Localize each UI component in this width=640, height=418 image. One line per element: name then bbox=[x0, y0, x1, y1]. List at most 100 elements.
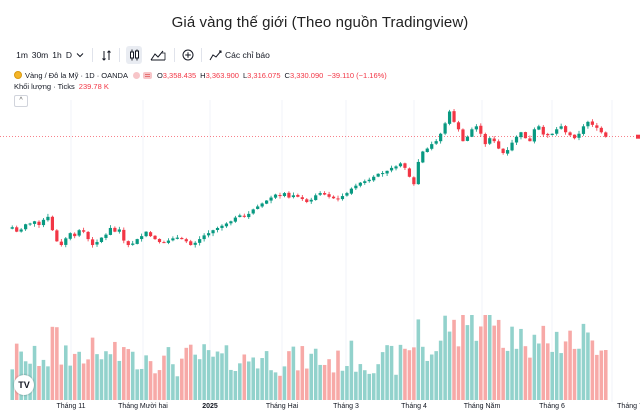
interval-1h-button[interactable]: 1h bbox=[52, 50, 62, 60]
candle-body bbox=[412, 177, 416, 185]
volume-bar bbox=[224, 345, 229, 400]
settings-icon[interactable] bbox=[142, 71, 152, 79]
candle-body bbox=[50, 216, 55, 231]
volume-bar bbox=[90, 337, 95, 400]
volume-bar bbox=[14, 343, 19, 400]
volume-bar bbox=[438, 340, 443, 400]
candle-body bbox=[572, 134, 577, 139]
volume-bar bbox=[242, 354, 247, 400]
volume-bar bbox=[37, 365, 41, 400]
interval-d-button[interactable]: D bbox=[65, 50, 73, 60]
volume-bar bbox=[278, 375, 282, 400]
volume-bar bbox=[331, 372, 336, 400]
candle-body bbox=[171, 238, 175, 241]
candle-body bbox=[354, 185, 358, 189]
candle-body bbox=[590, 121, 594, 125]
chevron-down-icon[interactable] bbox=[74, 46, 86, 64]
candle-body bbox=[264, 200, 269, 204]
close-value: 3,330.090 bbox=[289, 70, 324, 80]
candle-body bbox=[273, 194, 278, 198]
collapse-legend-button[interactable]: ^ bbox=[14, 95, 28, 107]
add-icon[interactable] bbox=[181, 46, 195, 64]
volume-bar bbox=[416, 319, 421, 400]
low-value: 3,316.075 bbox=[247, 70, 281, 80]
candle-body bbox=[206, 233, 211, 236]
chart-type-icon[interactable] bbox=[148, 46, 168, 64]
volume-bar bbox=[296, 370, 300, 400]
volume-bar bbox=[117, 360, 122, 400]
volume-bar bbox=[559, 353, 563, 400]
candle-body bbox=[363, 181, 367, 184]
candle-body bbox=[287, 192, 291, 198]
candle-body bbox=[577, 133, 581, 138]
candle-body bbox=[73, 233, 77, 237]
candle-body bbox=[198, 239, 202, 243]
bar-compare-icon[interactable] bbox=[99, 46, 113, 64]
indicators-icon[interactable] bbox=[208, 46, 222, 64]
volume-bar bbox=[193, 354, 197, 400]
candle-body bbox=[452, 111, 456, 122]
volume-bar bbox=[599, 350, 604, 400]
candle-style-icon[interactable] bbox=[126, 46, 142, 64]
volume-bar bbox=[130, 351, 135, 400]
interval-30m-button[interactable]: 30m bbox=[31, 50, 49, 60]
volume-bar bbox=[474, 340, 479, 400]
volume-bar bbox=[135, 369, 139, 400]
x-tick-label: Tháng 6 bbox=[539, 403, 565, 410]
chart-toolbar: 1m 30m 1h D Các chỉ báo bbox=[0, 45, 640, 65]
volume-bar bbox=[340, 370, 345, 400]
candle-body bbox=[434, 141, 438, 144]
volume-bar bbox=[238, 363, 242, 400]
candle-body bbox=[122, 229, 126, 241]
volume-bar bbox=[318, 364, 322, 400]
candle-body bbox=[389, 167, 394, 171]
volume-bar bbox=[255, 368, 260, 400]
volume-bar bbox=[68, 365, 73, 400]
volume-bar bbox=[429, 354, 434, 400]
candle-body bbox=[291, 195, 295, 198]
volume-bar bbox=[501, 347, 505, 400]
volume-bar bbox=[264, 351, 269, 400]
price-chart[interactable] bbox=[0, 100, 640, 402]
volume-bar bbox=[220, 353, 224, 400]
volume-bar bbox=[122, 347, 126, 400]
x-tick-label: Tháng 4 bbox=[401, 403, 427, 410]
candle-body bbox=[86, 231, 90, 240]
volume-bar bbox=[322, 364, 327, 400]
candle-body bbox=[99, 237, 104, 242]
candle-body bbox=[537, 126, 541, 130]
symbol-name[interactable]: Vàng / Đô la Mỹ · 1D · OANDA bbox=[25, 70, 128, 80]
volume-value: 239.78 K bbox=[78, 82, 109, 91]
candle-body bbox=[19, 229, 23, 232]
volume-bar bbox=[282, 366, 287, 400]
candle-body bbox=[64, 238, 68, 245]
visibility-icon[interactable] bbox=[132, 71, 140, 79]
volume-bar bbox=[113, 341, 117, 400]
x-tick-label: Tháng 7 bbox=[617, 403, 640, 410]
candle-body bbox=[180, 237, 184, 240]
candle-body bbox=[381, 173, 385, 175]
volume-bar bbox=[153, 373, 157, 400]
volume-bar bbox=[206, 350, 211, 400]
volume-bar bbox=[175, 376, 180, 400]
candle-body bbox=[439, 133, 443, 142]
candle-body bbox=[501, 148, 505, 154]
candle-body bbox=[153, 235, 157, 240]
volume-bar bbox=[108, 354, 113, 400]
candle-body bbox=[331, 196, 336, 199]
candle-body bbox=[282, 193, 287, 197]
volume-bar bbox=[211, 356, 215, 400]
candle-body bbox=[532, 129, 536, 142]
indicators-button[interactable]: Các chỉ báo bbox=[225, 50, 270, 60]
interval-1m-button[interactable]: 1m bbox=[16, 50, 28, 60]
time-axis: Tháng 11 Tháng Mười hai 2025 Tháng Hai Tháng… bbox=[0, 402, 640, 416]
volume-bar bbox=[313, 348, 318, 400]
volume-bar bbox=[229, 369, 233, 400]
volume-bar bbox=[541, 325, 546, 400]
candle-body bbox=[68, 233, 72, 239]
volume-bar bbox=[577, 348, 581, 400]
candle-body bbox=[108, 227, 113, 235]
volume-bar bbox=[398, 344, 403, 400]
volume-bar bbox=[581, 323, 586, 400]
candle-body bbox=[202, 235, 206, 240]
